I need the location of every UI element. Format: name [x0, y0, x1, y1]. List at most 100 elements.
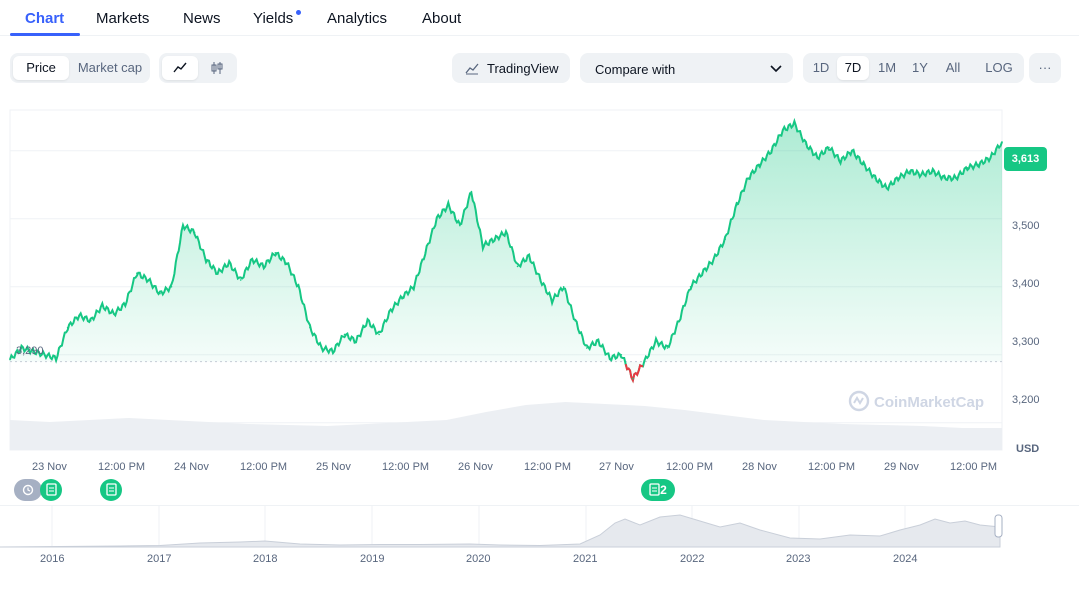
price-point	[701, 272, 703, 274]
candlestick-icon	[211, 62, 223, 74]
price-point	[505, 231, 507, 234]
price-point	[470, 190, 473, 193]
overview-year-label: 2017	[147, 553, 172, 565]
range-1d-button[interactable]: 1D	[812, 60, 830, 75]
price-point	[447, 204, 450, 206]
price-point	[528, 255, 530, 257]
tradingview-button[interactable]: TradingView	[452, 53, 570, 83]
overview-navigator[interactable]	[0, 505, 1079, 550]
price-point	[782, 129, 784, 132]
price-point	[539, 279, 542, 281]
chevron-down-icon	[770, 65, 782, 73]
price-point	[262, 265, 265, 268]
price-point	[401, 296, 403, 298]
line-chart-icon	[173, 62, 187, 73]
price-point	[609, 357, 611, 360]
overview-year-label: 2019	[360, 553, 385, 565]
price-point	[816, 156, 819, 159]
price-point	[758, 163, 761, 166]
price-point	[516, 265, 519, 268]
y-tick-label: 3,200	[1012, 394, 1040, 406]
x-tick-label: 28 Nov	[742, 461, 777, 473]
coinmarketcap-logo-icon	[848, 390, 870, 412]
price-point	[897, 177, 899, 179]
price-point	[689, 286, 692, 288]
range-1y-button[interactable]: 1Y	[912, 60, 928, 75]
price-point	[136, 272, 138, 274]
tab-analytics[interactable]: Analytics	[327, 10, 388, 27]
x-tick-label: 24 Nov	[174, 461, 209, 473]
price-point	[955, 177, 957, 179]
price-point	[585, 347, 588, 349]
price-point	[205, 258, 207, 261]
news-marker[interactable]	[100, 479, 122, 501]
chart-type-toggle	[159, 53, 237, 83]
x-tick-label: 25 Nov	[316, 461, 351, 473]
market-cap-button[interactable]: Market cap	[77, 60, 143, 75]
price-point	[389, 309, 392, 312]
news-marker-group[interactable]: 2	[641, 479, 675, 501]
price-point	[332, 350, 334, 353]
price-point	[113, 313, 115, 315]
price-point	[839, 160, 842, 162]
price-point	[724, 238, 726, 240]
x-tick-label: 27 Nov	[599, 461, 634, 473]
range-7d-button[interactable]: 7D	[837, 56, 869, 80]
price-point	[20, 347, 23, 349]
price-point	[297, 286, 300, 288]
price-point	[920, 173, 923, 176]
price-point	[435, 218, 438, 220]
overview-year-label: 2020	[466, 553, 491, 565]
tab-yields[interactable]: Yields	[253, 10, 294, 27]
tab-chart[interactable]: Chart	[25, 10, 65, 27]
volume-area	[10, 402, 1002, 450]
price-point	[147, 279, 150, 281]
price-line	[9, 117, 1003, 384]
overview-year-label: 2016	[40, 553, 65, 565]
active-tab-underline	[10, 33, 80, 36]
price-point	[908, 170, 911, 172]
price-point	[562, 286, 565, 288]
price-point	[851, 150, 853, 152]
document-icon	[105, 483, 117, 496]
price-point	[828, 146, 830, 149]
price-point	[712, 258, 715, 261]
price-point	[666, 347, 669, 349]
overview-year-label: 2021	[573, 553, 598, 565]
range-1m-button[interactable]: 1M	[877, 60, 897, 75]
price-point	[89, 320, 92, 322]
price-point	[216, 272, 219, 274]
price-point	[43, 354, 46, 356]
history-marker[interactable]	[14, 479, 42, 501]
compare-with-dropdown[interactable]: Compare with	[580, 53, 793, 83]
navigator-handle[interactable]	[994, 514, 1003, 538]
price-point	[874, 177, 876, 179]
overview-year-label: 2024	[893, 553, 918, 565]
more-options-button[interactable]: ···	[1029, 53, 1061, 83]
tab-about[interactable]: About	[422, 10, 462, 27]
price-chart[interactable]	[0, 100, 1079, 520]
price-point	[735, 204, 738, 206]
range-all-button[interactable]: All	[945, 60, 961, 75]
price-button[interactable]: Price	[13, 56, 69, 80]
price-point	[966, 167, 969, 169]
price-point	[793, 122, 796, 125]
price-point	[493, 238, 496, 240]
price-point	[355, 340, 357, 342]
price-point	[78, 314, 81, 317]
y-tick-label: 3,300	[1012, 336, 1040, 348]
line-chart-button[interactable]	[162, 56, 198, 80]
news-marker[interactable]	[40, 479, 62, 501]
price-points	[9, 122, 1003, 380]
history-icon	[22, 484, 34, 496]
tab-news[interactable]: News	[183, 10, 221, 27]
price-point	[678, 320, 680, 322]
candlestick-button[interactable]	[199, 56, 235, 80]
price-point	[239, 279, 242, 281]
trend-chart-icon	[465, 63, 479, 75]
price-area	[10, 121, 1002, 381]
tab-markets[interactable]: Markets	[96, 10, 150, 27]
log-scale-button[interactable]: LOG	[985, 60, 1013, 75]
tab-bar: Chart Markets News Yields Analytics Abou…	[0, 0, 1079, 36]
price-point	[943, 177, 946, 179]
